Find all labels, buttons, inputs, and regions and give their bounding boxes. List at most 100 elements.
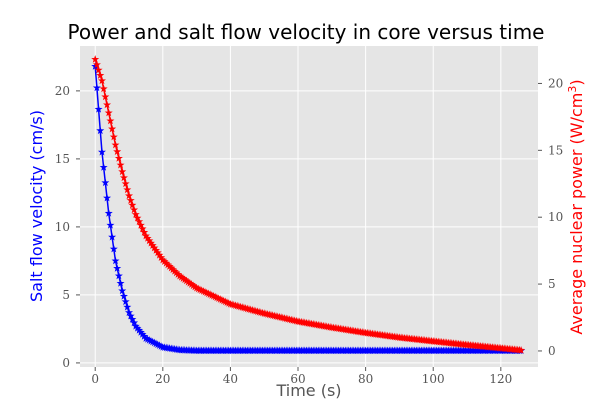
data-point (91, 55, 100, 63)
data-point (189, 281, 198, 290)
data-point (182, 276, 191, 285)
data-point (167, 263, 176, 272)
data-point (99, 163, 108, 171)
data-point (114, 154, 123, 162)
data-point (94, 105, 103, 113)
data-point (148, 241, 157, 249)
data-point (116, 279, 125, 287)
data-point (133, 324, 142, 332)
x-tick-label: 100 (422, 372, 445, 386)
data-point (141, 231, 150, 240)
data-point (123, 185, 132, 194)
x-axis: 0 20 40 60 80 100 120 (91, 367, 512, 386)
y-axis-right-label: Average nuclear power (W/cm3) (566, 79, 586, 334)
data-point (111, 256, 120, 265)
data-point (157, 253, 166, 261)
x-tick-label: 20 (155, 372, 170, 386)
data-point (119, 292, 128, 300)
data-point (131, 321, 140, 330)
data-point (103, 193, 112, 202)
data-point (135, 326, 144, 334)
data-point (96, 71, 105, 79)
data-point (106, 116, 115, 125)
data-point (152, 246, 161, 254)
data-point (138, 224, 147, 233)
data-point (174, 270, 183, 278)
data-point (180, 275, 189, 284)
data-point (118, 167, 127, 176)
x-tick-label: 60 (290, 372, 305, 386)
data-point (119, 173, 128, 182)
data-point (190, 282, 199, 291)
x-tick-label: 40 (223, 372, 238, 386)
y-left-tick-label: 15 (55, 152, 70, 166)
data-point (172, 268, 181, 277)
y-right-tick-label: 20 (548, 76, 563, 90)
data-point (118, 286, 127, 295)
x-tick-label: 120 (489, 372, 512, 386)
data-point (121, 297, 130, 306)
data-point (104, 209, 113, 217)
data-point (113, 147, 122, 156)
data-point (143, 234, 152, 242)
data-point (168, 265, 177, 274)
data-point (158, 255, 167, 264)
data-point (184, 277, 193, 286)
data-point (114, 271, 123, 280)
data-point (92, 60, 101, 69)
data-point (177, 273, 186, 281)
y-right-tick-label: 5 (548, 277, 556, 291)
data-point (517, 346, 526, 354)
data-point (170, 267, 179, 275)
data-point (125, 308, 134, 316)
data-point (108, 232, 117, 241)
data-point (135, 217, 144, 226)
data-point (109, 244, 118, 253)
y-axis-right-label-superscript: 3 (566, 86, 579, 93)
data-point (94, 65, 103, 74)
data-point (123, 302, 132, 311)
data-point (162, 259, 171, 267)
x-tick-label: 0 (91, 372, 99, 386)
data-point (136, 221, 145, 229)
data-point (187, 280, 196, 288)
x-tick-label: 80 (358, 372, 373, 386)
data-point (140, 332, 149, 340)
y-left-tick-label: 5 (62, 288, 70, 302)
data-point (130, 205, 139, 214)
y-axis-right-label-end: ) (567, 79, 586, 85)
chart-title: Power and salt flow velocity in core ver… (67, 20, 544, 44)
series-layer (91, 55, 526, 355)
data-point (97, 76, 106, 85)
data-point (128, 200, 137, 209)
data-point (106, 221, 115, 229)
data-point (130, 318, 139, 327)
y-axis-right: 0 5 10 15 20 (538, 76, 563, 358)
data-point (150, 243, 159, 252)
data-point (92, 83, 101, 92)
y-right-tick-label: 10 (548, 210, 563, 224)
data-point (153, 248, 162, 257)
data-point (126, 311, 135, 320)
data-point (140, 228, 149, 236)
data-point (160, 257, 169, 265)
data-point (146, 238, 155, 247)
data-point (103, 100, 112, 109)
data-point (96, 126, 105, 135)
data-point (175, 271, 184, 280)
y-axis-left: 0 5 10 15 20 (55, 84, 80, 370)
data-point (99, 84, 108, 93)
y-right-tick-label: 0 (548, 344, 556, 358)
y-left-tick-label: 20 (55, 84, 70, 98)
x-axis-label: Time (s) (275, 381, 341, 400)
data-point (104, 108, 113, 117)
data-point (133, 213, 142, 222)
y-axis-left-label: Salt flow velocity (cm/s) (27, 110, 46, 302)
data-point (131, 210, 140, 218)
data-point (101, 178, 110, 187)
y-right-tick-label: 15 (548, 143, 563, 157)
data-point (163, 260, 172, 269)
data-point (138, 330, 147, 338)
